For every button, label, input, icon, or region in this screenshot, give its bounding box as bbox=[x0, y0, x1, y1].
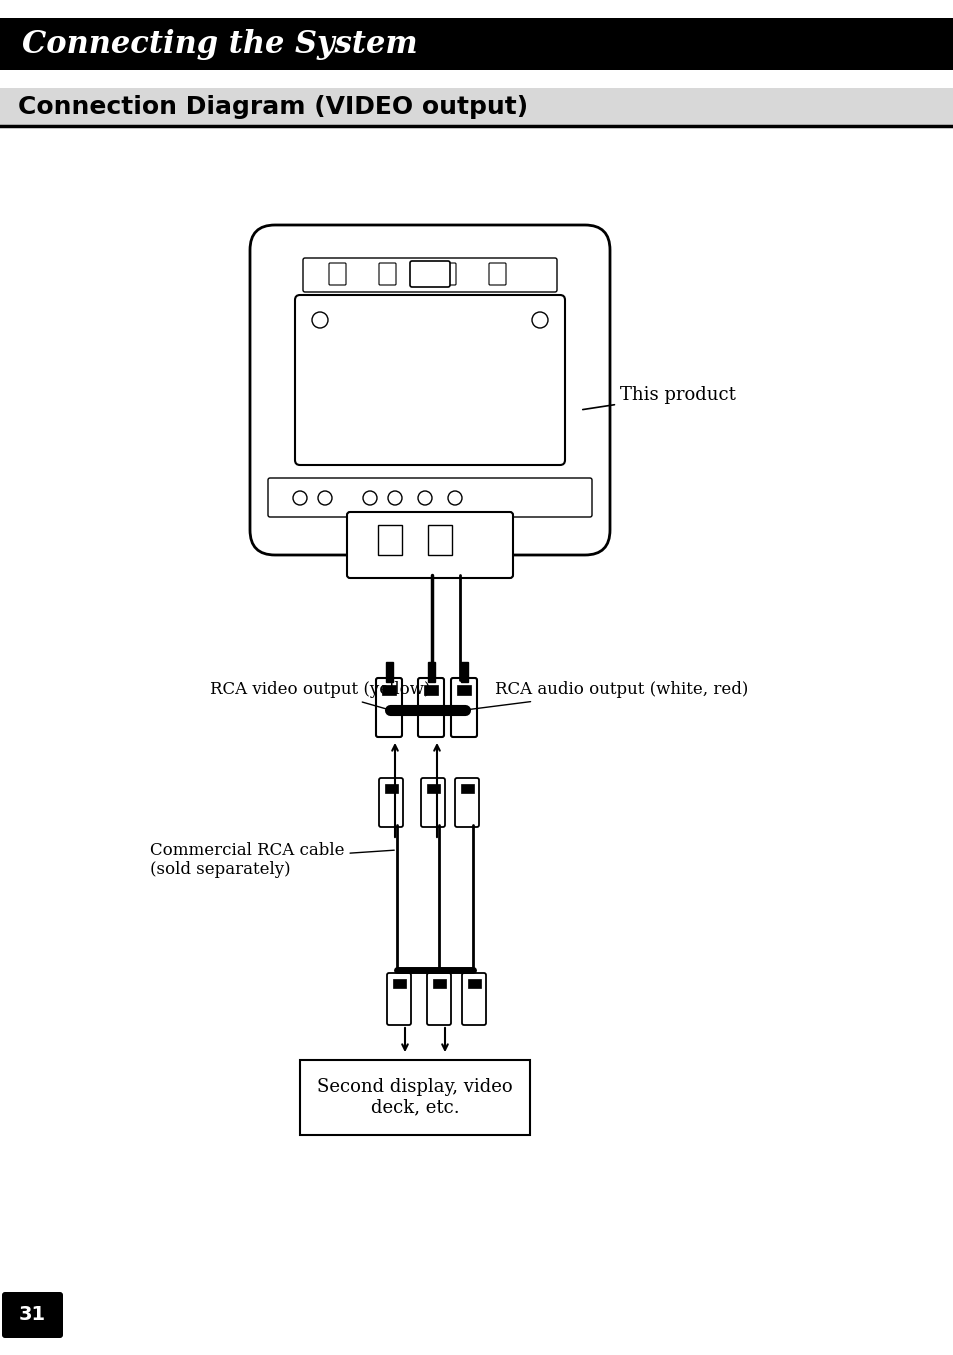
FancyBboxPatch shape bbox=[378, 778, 402, 827]
FancyBboxPatch shape bbox=[438, 263, 456, 285]
FancyBboxPatch shape bbox=[375, 678, 401, 737]
Text: Connection Diagram (VIDEO output): Connection Diagram (VIDEO output) bbox=[18, 95, 528, 119]
Text: 31: 31 bbox=[18, 1305, 46, 1324]
Circle shape bbox=[312, 312, 328, 328]
Text: RCA video output (yellow): RCA video output (yellow) bbox=[210, 682, 430, 709]
Bar bbox=[428, 663, 435, 682]
FancyBboxPatch shape bbox=[250, 225, 609, 556]
FancyBboxPatch shape bbox=[387, 973, 411, 1024]
Bar bbox=[460, 663, 468, 682]
Bar bbox=[381, 686, 395, 695]
Bar bbox=[393, 980, 406, 988]
FancyBboxPatch shape bbox=[410, 262, 450, 287]
Circle shape bbox=[363, 491, 376, 505]
FancyBboxPatch shape bbox=[329, 263, 346, 285]
FancyBboxPatch shape bbox=[268, 478, 592, 518]
Bar bbox=[423, 686, 437, 695]
Circle shape bbox=[317, 491, 332, 505]
Text: Second display, video
deck, etc.: Second display, video deck, etc. bbox=[316, 1077, 513, 1117]
Text: Commercial RCA cable
(sold separately): Commercial RCA cable (sold separately) bbox=[150, 841, 394, 878]
FancyBboxPatch shape bbox=[0, 88, 953, 126]
FancyBboxPatch shape bbox=[417, 678, 443, 737]
FancyBboxPatch shape bbox=[427, 973, 451, 1024]
Bar bbox=[456, 686, 471, 695]
FancyBboxPatch shape bbox=[347, 512, 513, 579]
FancyBboxPatch shape bbox=[303, 257, 557, 291]
FancyBboxPatch shape bbox=[489, 263, 505, 285]
Text: Connecting the System: Connecting the System bbox=[22, 28, 417, 60]
Text: RCA audio output (white, red): RCA audio output (white, red) bbox=[467, 682, 747, 710]
Bar bbox=[385, 785, 397, 793]
FancyBboxPatch shape bbox=[455, 778, 478, 827]
FancyBboxPatch shape bbox=[461, 973, 485, 1024]
FancyBboxPatch shape bbox=[2, 1293, 63, 1337]
Bar bbox=[386, 663, 393, 682]
FancyBboxPatch shape bbox=[294, 295, 564, 465]
Text: This product: This product bbox=[582, 386, 735, 409]
Circle shape bbox=[293, 491, 307, 505]
FancyBboxPatch shape bbox=[420, 778, 444, 827]
FancyBboxPatch shape bbox=[377, 524, 401, 556]
FancyBboxPatch shape bbox=[451, 678, 476, 737]
FancyBboxPatch shape bbox=[428, 524, 452, 556]
FancyBboxPatch shape bbox=[0, 18, 953, 70]
Circle shape bbox=[448, 491, 461, 505]
Bar bbox=[433, 980, 446, 988]
Bar bbox=[427, 785, 439, 793]
Circle shape bbox=[388, 491, 401, 505]
Bar bbox=[460, 785, 474, 793]
Circle shape bbox=[417, 491, 432, 505]
FancyBboxPatch shape bbox=[299, 1060, 530, 1135]
Circle shape bbox=[532, 312, 547, 328]
Bar bbox=[468, 980, 480, 988]
FancyBboxPatch shape bbox=[378, 263, 395, 285]
